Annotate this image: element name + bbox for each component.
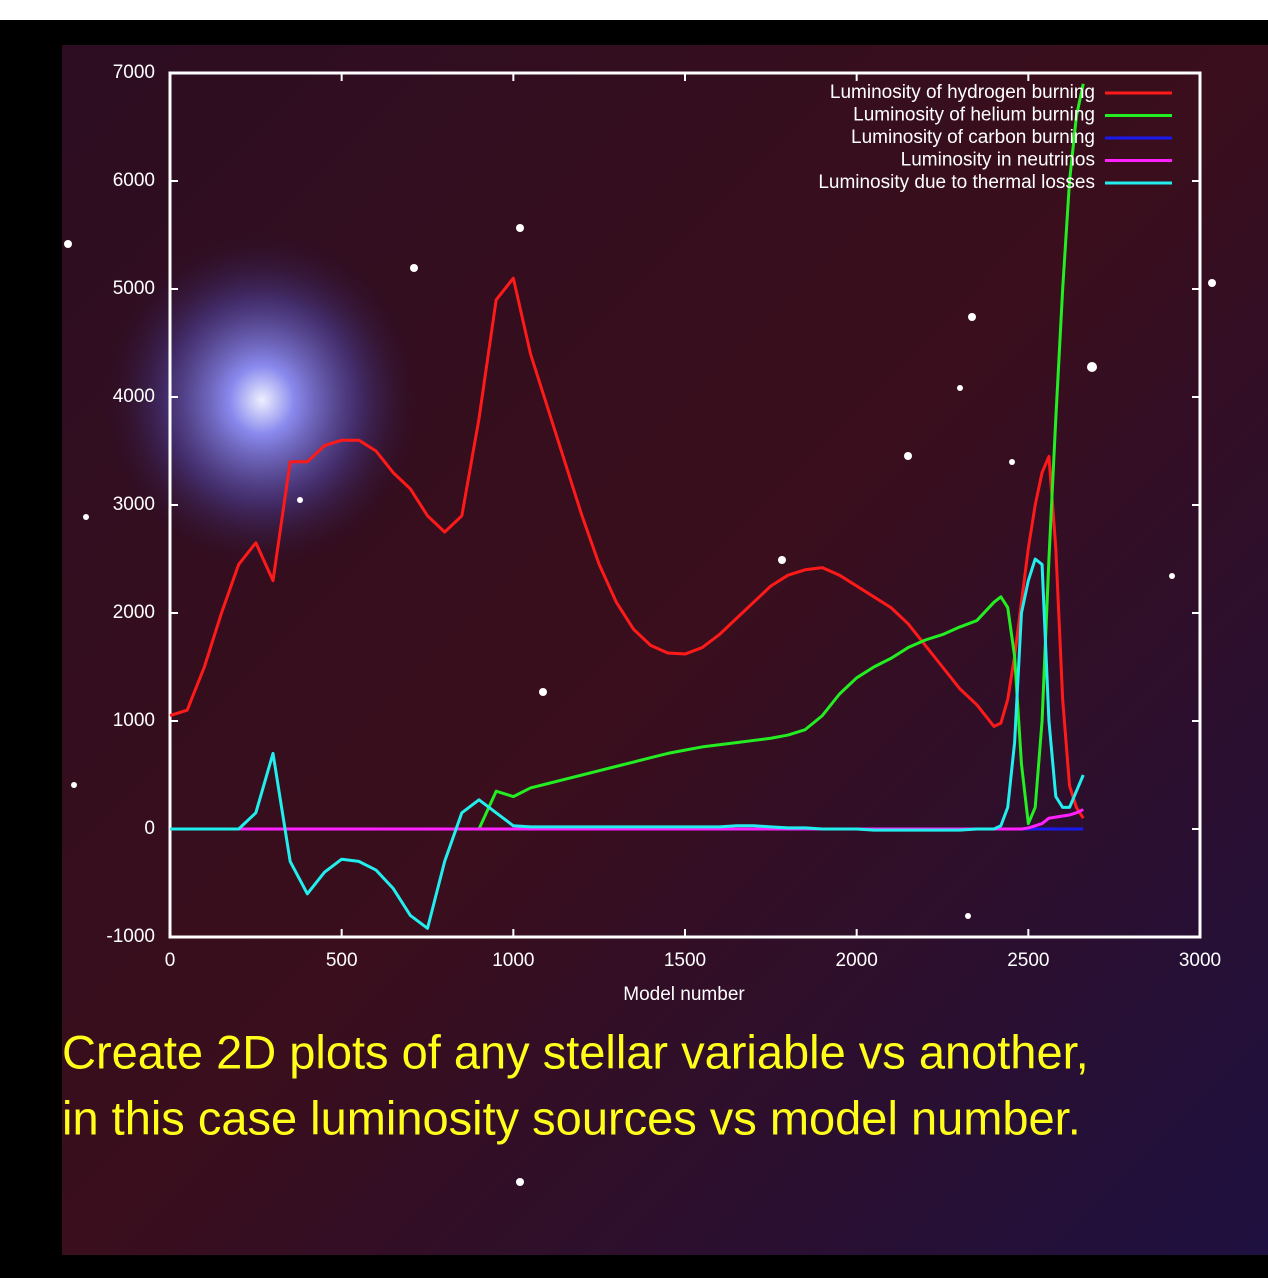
series-line [170, 557, 1085, 930]
series-line [169, 276, 1085, 820]
x-tick-label: 0 [165, 950, 176, 971]
nebula [102, 230, 422, 570]
x-tick-label: 2500 [1007, 950, 1049, 971]
legend-label: Luminosity in neutrinos [901, 150, 1095, 171]
y-tick-label: 2000 [113, 602, 155, 623]
x-tick-label: 1500 [664, 950, 706, 971]
legend-label: Luminosity due to thermal losses [818, 172, 1095, 193]
y-tick-label: 3000 [113, 494, 155, 515]
y-tick-label: 1000 [113, 710, 155, 731]
series-line [170, 808, 1084, 831]
y-tick-label: 6000 [113, 170, 155, 191]
legend-label: Luminosity of helium burning [853, 105, 1095, 126]
legend-label: Luminosity of hydrogen burning [830, 82, 1095, 103]
x-axis-label: Model number [623, 984, 745, 1005]
legend-label: Luminosity of carbon burning [851, 127, 1095, 148]
y-tick-label: 0 [144, 818, 155, 839]
x-tick-label: 500 [326, 950, 358, 971]
y-tick-label: 7000 [113, 62, 155, 83]
caption: in this case luminosity sources vs model… [62, 1091, 1081, 1144]
stars [64, 224, 1216, 1186]
x-tick-label: 3000 [1179, 950, 1221, 971]
y-tick-label: 5000 [113, 278, 155, 299]
caption: Create 2D plots of any stellar variable … [62, 1025, 1089, 1078]
y-tick-label: -1000 [106, 926, 155, 947]
x-tick-label: 1000 [492, 950, 534, 971]
y-tick-label: 4000 [113, 386, 155, 407]
x-tick-label: 2000 [836, 950, 878, 971]
